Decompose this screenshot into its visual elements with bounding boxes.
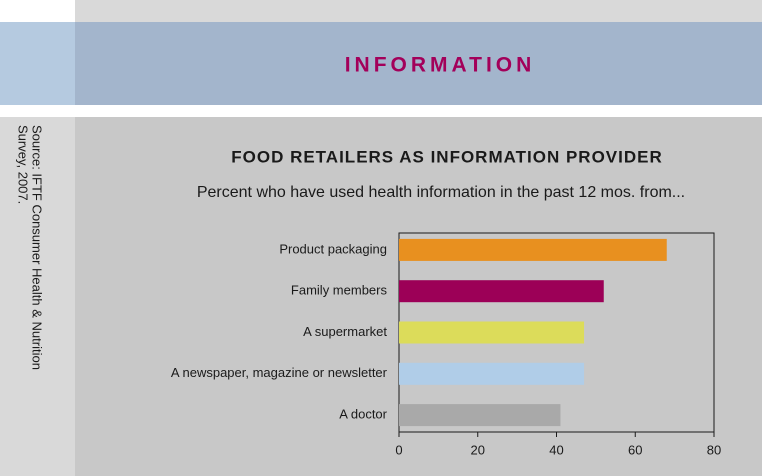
x-tick-label: 80 [707,442,721,457]
y-tick-label: A doctor [339,407,387,422]
header-title: INFORMATION [345,54,536,77]
chart-title: FOOD RETAILERS AS INFORMATION PROVIDER [231,147,663,166]
y-tick-label: A newspaper, magazine or newsletter [171,365,388,380]
top-band [75,0,762,22]
x-tick-label: 40 [549,442,563,457]
x-tick-label: 20 [471,442,485,457]
y-tick-label: Family members [291,283,388,298]
chart-subtitle: Percent who have used health information… [197,184,685,201]
bar [399,404,561,427]
y-tick-label: Product packaging [279,241,387,256]
source-line: Source: IFTF Consumer Health & Nutrition [30,125,45,370]
bar [399,321,585,344]
header-band [75,22,762,105]
bar [399,362,585,385]
bar [399,238,667,261]
x-tick-label: 0 [395,442,402,457]
source-note: Source: IFTF Consumer Health & Nutrition… [16,125,45,370]
source-line: Survey, 2007. [16,125,31,204]
x-tick-label: 60 [628,442,642,457]
bar [399,280,604,303]
header-left [0,22,75,105]
source-strip [0,117,75,476]
y-tick-label: A supermarket [303,324,387,339]
